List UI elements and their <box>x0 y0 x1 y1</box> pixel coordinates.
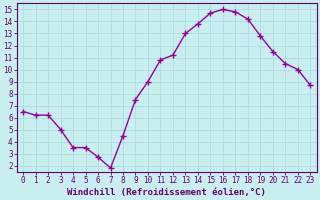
X-axis label: Windchill (Refroidissement éolien,°C): Windchill (Refroidissement éolien,°C) <box>67 188 266 197</box>
